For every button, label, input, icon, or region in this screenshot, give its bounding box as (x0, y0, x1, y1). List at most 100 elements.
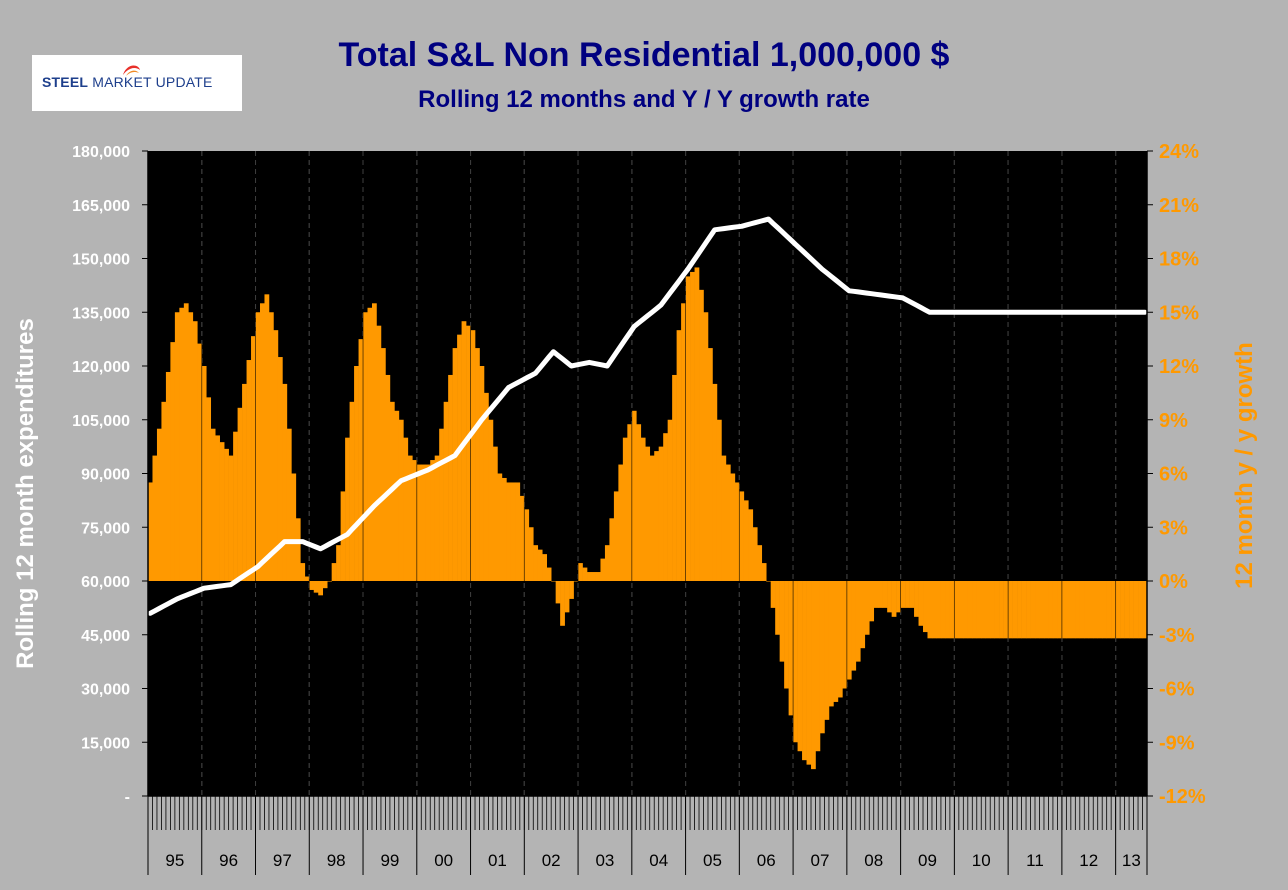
left-tick-label: 180,000 (72, 144, 130, 161)
chart-title: Total S&L Non Residential 1,000,000 $ (338, 36, 950, 74)
logo-word-market: MARKET (92, 74, 152, 90)
right-tick-label: -6% (1159, 679, 1195, 701)
growth-bar (479, 366, 485, 581)
growth-bar (864, 581, 870, 635)
growth-bar (802, 581, 807, 761)
year-label: 08 (864, 851, 883, 870)
left-axis-title: Rolling 12 month expenditures (12, 318, 39, 669)
growth-bar (560, 581, 565, 626)
growth-bar (210, 428, 216, 581)
growth-bar (197, 343, 203, 581)
growth-bar (1039, 581, 1045, 639)
growth-bar (640, 437, 646, 581)
growth-bar (761, 563, 767, 581)
growth-bar (860, 581, 866, 649)
growth-bar (1008, 581, 1013, 639)
growth-bar (757, 545, 763, 581)
growth-bar (806, 581, 812, 765)
right-tick-label: -9% (1159, 732, 1195, 754)
growth-bar (219, 442, 225, 581)
growth-bar (1084, 581, 1090, 639)
growth-bar (430, 460, 436, 581)
right-axis-title: 12 month y / y growth (1231, 342, 1258, 589)
growth-bar (1048, 581, 1054, 639)
growth-bar (699, 289, 704, 581)
growth-bar (1003, 581, 1009, 639)
growth-bar (887, 581, 892, 613)
growth-bar (264, 294, 270, 581)
growth-bar (255, 312, 261, 581)
growth-bar (282, 383, 288, 581)
growth-bar (434, 455, 440, 581)
growth-bar (327, 581, 332, 582)
growth-bar (188, 312, 194, 581)
growth-bar (452, 348, 458, 581)
growth-bar (466, 325, 471, 581)
chart-subtitle: Rolling 12 months and Y / Y growth rate (418, 86, 870, 113)
growth-bar (461, 321, 467, 581)
growth-bar (345, 437, 350, 581)
year-label: 95 (165, 851, 184, 870)
growth-bar (268, 312, 274, 581)
growth-bar (371, 303, 377, 581)
growth-bar (170, 342, 176, 581)
left-tick-label: 165,000 (72, 198, 130, 215)
growth-bar (1052, 581, 1058, 639)
growth-bar (1043, 581, 1049, 639)
growth-bar (743, 500, 749, 581)
growth-bar (945, 581, 951, 639)
growth-bar (165, 371, 171, 581)
growth-bar (501, 477, 507, 581)
year-label: 01 (488, 851, 507, 870)
growth-bar (627, 424, 633, 581)
growth-bar (824, 581, 830, 720)
growth-bar (739, 491, 745, 581)
growth-bar (286, 428, 292, 581)
growth-bar (349, 401, 355, 581)
growth-bar (1120, 581, 1125, 639)
growth-bar (788, 581, 794, 716)
growth-bar (591, 572, 597, 581)
growth-bar (734, 482, 740, 581)
left-tick-label: 90,000 (81, 467, 130, 484)
logo-word-update: UPDATE (155, 74, 213, 90)
growth-bar (206, 397, 212, 581)
growth-bar (224, 448, 229, 581)
growth-bar (842, 581, 848, 689)
growth-bar (690, 271, 695, 581)
growth-bar (1142, 581, 1148, 639)
growth-bar (878, 581, 883, 608)
growth-bar (519, 495, 525, 581)
growth-bar (981, 581, 987, 639)
right-tick-label: 12% (1159, 356, 1199, 378)
growth-bar (1097, 581, 1103, 639)
year-label: 04 (649, 851, 668, 870)
left-tick-label: 135,000 (72, 305, 130, 322)
growth-bar (403, 437, 409, 581)
right-tick-label: -12% (1159, 786, 1206, 808)
growth-bar (972, 581, 978, 639)
growth-bar (1030, 581, 1036, 639)
growth-bar (156, 428, 162, 581)
year-label: 99 (380, 851, 399, 870)
right-tick-label: 21% (1159, 195, 1199, 217)
growth-bar (300, 563, 306, 581)
growth-bar (1012, 581, 1018, 639)
growth-bar (909, 581, 915, 608)
growth-bar (600, 558, 606, 581)
left-tick-label: 105,000 (72, 413, 130, 430)
growth-bar (676, 330, 682, 581)
growth-bar (649, 455, 655, 581)
growth-bar (242, 383, 247, 581)
growth-bar (748, 509, 754, 581)
growth-bar (667, 419, 673, 581)
growth-bar (259, 303, 265, 581)
growth-bar (246, 360, 252, 581)
growth-bar (578, 563, 583, 581)
left-tick-label: 30,000 (81, 682, 130, 699)
year-label: 98 (327, 851, 346, 870)
growth-bar (483, 392, 489, 581)
growth-bar (685, 276, 691, 581)
growth-bar (658, 446, 664, 581)
growth-bar (1093, 581, 1099, 639)
